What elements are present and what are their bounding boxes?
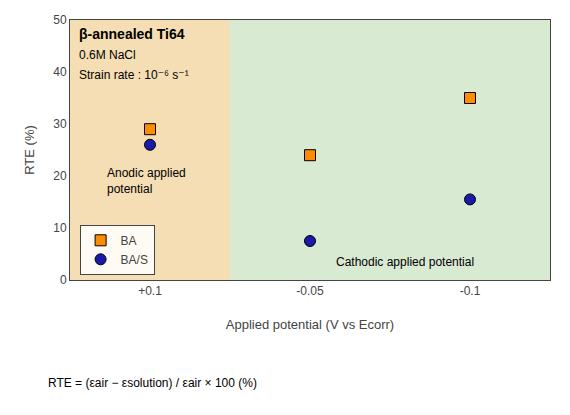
svg-text:0: 0 bbox=[60, 273, 67, 287]
svg-text:-0.05: -0.05 bbox=[296, 284, 324, 298]
svg-text:+0.1: +0.1 bbox=[138, 284, 162, 298]
svg-text:RTE (%): RTE (%) bbox=[22, 125, 37, 175]
svg-text:0.6M NaCl: 0.6M NaCl bbox=[79, 48, 136, 62]
svg-text:Cathodic applied potential: Cathodic applied potential bbox=[336, 255, 474, 269]
svg-text:50: 50 bbox=[53, 13, 67, 27]
svg-text:RTE = (εair − εsolution) / εai: RTE = (εair − εsolution) / εair × 100 (%… bbox=[48, 376, 257, 390]
svg-text:40: 40 bbox=[53, 65, 67, 79]
svg-text:Strain rate : 10⁻⁶ s⁻¹: Strain rate : 10⁻⁶ s⁻¹ bbox=[79, 68, 189, 82]
svg-text:BA: BA bbox=[121, 234, 137, 248]
svg-text:-0.1: -0.1 bbox=[460, 284, 481, 298]
svg-text:β-annealed Ti64: β-annealed Ti64 bbox=[79, 26, 185, 42]
svg-text:10: 10 bbox=[53, 221, 67, 235]
svg-text:Applied potential (V vs Ecorr): Applied potential (V vs Ecorr) bbox=[226, 317, 394, 332]
svg-text:30: 30 bbox=[53, 117, 67, 131]
svg-text:Anodic appliedpotential: Anodic appliedpotential bbox=[107, 166, 186, 196]
svg-text:20: 20 bbox=[53, 169, 67, 183]
svg-text:BA/S: BA/S bbox=[121, 253, 148, 267]
